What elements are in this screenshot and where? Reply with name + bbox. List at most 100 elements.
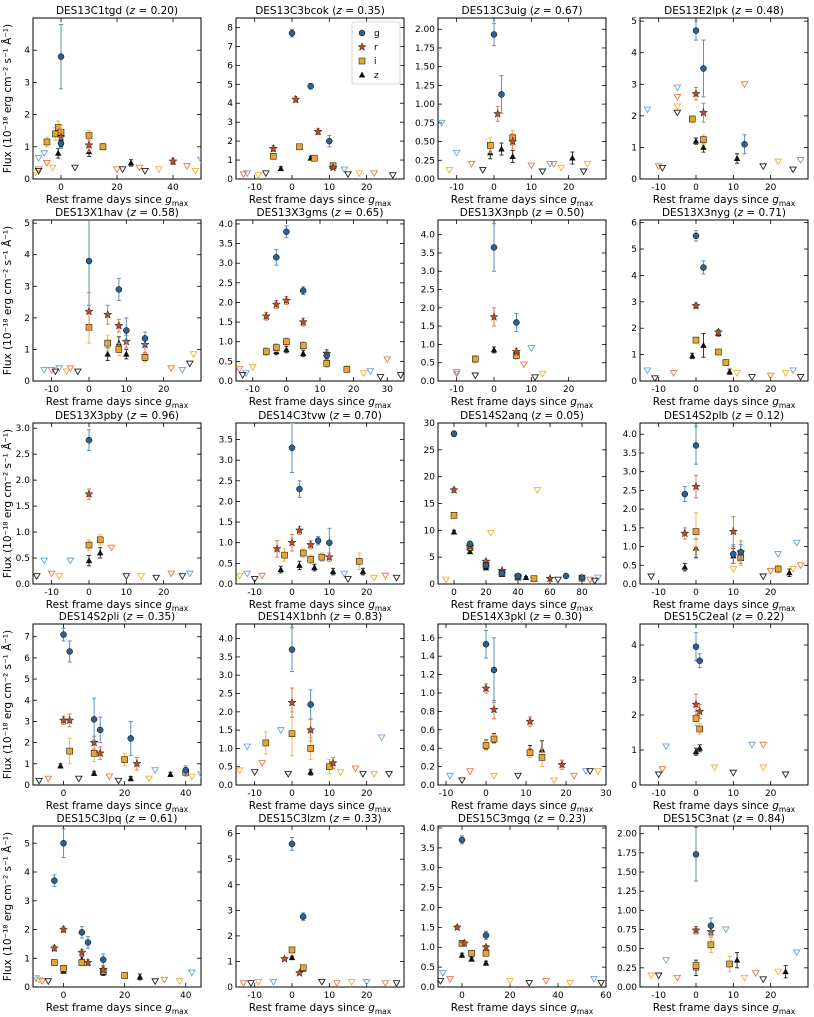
upper-limit-r [452,370,461,378]
upper-limit-r [796,562,805,570]
legend-marker-z [358,71,366,78]
data-point-r [114,320,124,330]
x-tick-label: 10 [324,991,336,1001]
upper-limit-z [44,978,53,986]
y-tick-label: 3.5 [219,436,233,446]
data-point-i [722,359,730,366]
x-axis-label: Rest frame days since gmax [451,194,594,208]
y-tick-label: 20 [424,473,436,483]
plot-area [33,23,201,177]
upper-limit-z [729,769,738,777]
data-point-i [482,949,490,957]
data-point-i [299,342,307,349]
y-tick-label: 1 [631,746,637,756]
upper-limit-r [759,741,768,749]
upper-limit-z [246,980,255,987]
plot-area [40,220,198,376]
data-point-g [123,327,130,334]
data-point-g [127,735,134,742]
upper-limit-r [381,572,390,580]
upper-limit-i [789,566,798,573]
y-tick-label: 1.5 [219,318,233,328]
axes-frame [437,422,607,585]
y-tick-label: 0.5 [421,963,435,973]
axes-frame [235,623,405,786]
x-tick-label: 0 [459,991,465,1001]
data-point-z [307,768,314,775]
upper-limit-i [486,530,495,537]
plot-area [236,423,401,583]
data-point-r [691,301,701,310]
plot-area [452,223,547,381]
y-tick-label: 1 [24,143,30,153]
data-point-r [508,136,518,146]
y-tick-label: 1.5 [219,726,233,736]
upper-limit-r [38,978,47,986]
y-tick-label: 1.00 [617,906,637,916]
x-axis-label: Rest frame days since gmax [451,1002,594,1016]
upper-limit-g [269,978,278,986]
data-point-z [300,350,307,357]
upper-limit-r [47,570,56,578]
upper-limit-z [35,777,44,785]
y-tick-label: 0.0 [219,781,234,791]
y-tick-label: 0.5 [219,559,233,569]
y-tick-label: 3.0 [219,259,234,269]
y-tick-label: 4 [24,868,30,878]
data-point-z [311,563,318,570]
y-tick-label: 0.5 [219,357,233,367]
y-tick-label: 1 [631,143,637,153]
data-point-r [168,156,178,166]
y-tick-label: 2.5 [16,450,30,460]
upper-limit-r [236,366,244,374]
data-point-g [707,922,715,929]
x-tick-label: 10 [324,789,336,799]
data-point-r [272,544,282,553]
data-point-i [262,348,270,355]
data-point-r [557,760,567,769]
x-tick-label: 20 [765,789,777,799]
y-tick-label: 10 [424,526,436,536]
data-point-i [472,355,479,363]
y-tick-label: 0.00 [415,175,435,185]
data-point-g [90,716,98,723]
data-point-z [277,165,284,172]
y-tick-label: 1.50 [415,63,435,73]
upper-limit-g [789,367,798,375]
upper-limit-g [452,149,461,157]
y-tick-label: 0.2 [421,763,435,773]
data-point-z [466,548,474,555]
upper-limit-r [370,170,379,178]
upper-limit-g [643,367,652,375]
y-tick-label: 4 [24,251,30,261]
y-tick-label: 1.2 [421,671,435,681]
data-point-r [313,126,323,136]
y-tick-label: 0.5 [421,359,435,369]
upper-limit-z [789,166,798,174]
data-point-r [481,683,491,693]
data-point-r [545,573,555,583]
upper-limit-g [40,557,49,565]
data-point-g [85,257,93,265]
upper-limit-r [527,162,536,170]
data-point-r [691,699,701,709]
legend-label-g: g [374,29,380,39]
x-tick-label: 20 [480,588,492,598]
upper-limit-r [466,768,474,776]
panel-title: DES15C3lpq (z = 0.61) [57,813,178,825]
x-tick-label: -10 [247,991,262,1001]
data-point-i [262,739,270,747]
upper-limit-i [359,370,368,378]
x-tick-label: 10 [314,385,326,395]
x-tick-label: -10 [651,789,666,799]
data-point-r [84,489,94,499]
x-tick-label: 80 [576,588,588,598]
data-point-z [681,563,688,570]
upper-limit-r [669,370,678,377]
x-tick-label: 20 [119,789,131,799]
upper-limit-i [236,767,244,775]
upper-limit-z [51,368,60,376]
upper-limit-i [248,364,257,372]
data-point-z [498,145,505,152]
y-tick-label: 2.5 [623,486,637,496]
